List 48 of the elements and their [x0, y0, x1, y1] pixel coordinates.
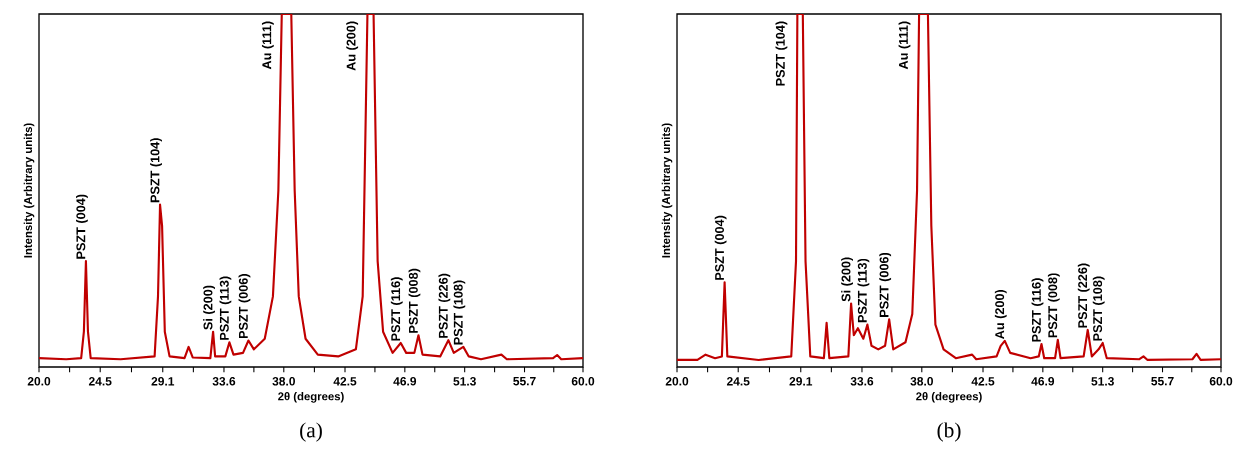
annotation: PSZT (226): [1077, 263, 1090, 328]
annotation: PSZT (116): [390, 277, 403, 341]
text: (b): [937, 422, 961, 442]
y-axis-title: Intensity (Arbitrary units): [661, 123, 673, 258]
x-tick-label: 29.1: [789, 377, 813, 386]
x-tick-label: 51.3: [453, 377, 476, 386]
x-tick-label: 42.5: [333, 377, 357, 386]
x-tick-label: 33.6: [850, 377, 874, 386]
annotation: PSZT (104): [150, 138, 162, 203]
annotation: PSZT (108): [453, 280, 466, 345]
x-tick-label: 38.0: [272, 377, 295, 386]
x-tick-label: 24.5: [88, 377, 112, 386]
y-axis-title: Intensity (Arbitrary units): [23, 123, 35, 258]
x-tick-label: 33.6: [212, 377, 236, 386]
annotation: PSZT (226): [438, 273, 451, 338]
annotation: Au (200): [346, 21, 359, 71]
annotation: PSZT (004): [76, 194, 88, 259]
annotation: Si (200): [203, 285, 215, 330]
annotation: Au (111): [261, 21, 274, 70]
x-tick-label: 51.3: [1091, 377, 1114, 386]
x-tick-label: 29.1: [151, 377, 175, 386]
annotation: Au (200): [994, 289, 1007, 339]
annotation: PSZT (008): [1047, 273, 1060, 338]
annotation: Au (111): [898, 21, 911, 70]
x-tick-label: 46.9: [1031, 377, 1055, 386]
annotation: PSZT (008): [408, 268, 421, 333]
x-tick-label: 38.0: [910, 377, 933, 386]
annotation: PSZT (006): [238, 274, 251, 339]
text: (a): [300, 422, 322, 442]
x-tick-label: 42.5: [971, 377, 995, 386]
x-tick-label: 24.5: [726, 377, 750, 386]
annotation: PSZT (113): [857, 258, 870, 323]
x-axis-title: 2θ (degrees): [916, 392, 982, 403]
annotation: Si (200): [841, 257, 853, 302]
x-tick-label: 55.7: [1151, 377, 1174, 386]
x-tick-label: 20.0: [665, 377, 689, 386]
x-tick-label: 20.0: [27, 377, 51, 386]
annotation: PSZT (116): [1031, 278, 1044, 342]
annotation: PSZT (006): [879, 252, 892, 317]
x-axis-title: 2θ (degrees): [278, 392, 344, 403]
x-tick-label: 55.7: [513, 377, 536, 386]
x-tick-label: 60.0: [1209, 377, 1233, 386]
annotation: PSZT (113): [219, 276, 232, 340]
x-tick-label: 60.0: [571, 377, 595, 386]
annotation: PSZT (108): [1092, 276, 1105, 341]
x-tick-label: 46.9: [393, 377, 417, 386]
annotation: PSZT (004): [714, 215, 727, 280]
annotation: PSZT (104): [775, 21, 788, 86]
